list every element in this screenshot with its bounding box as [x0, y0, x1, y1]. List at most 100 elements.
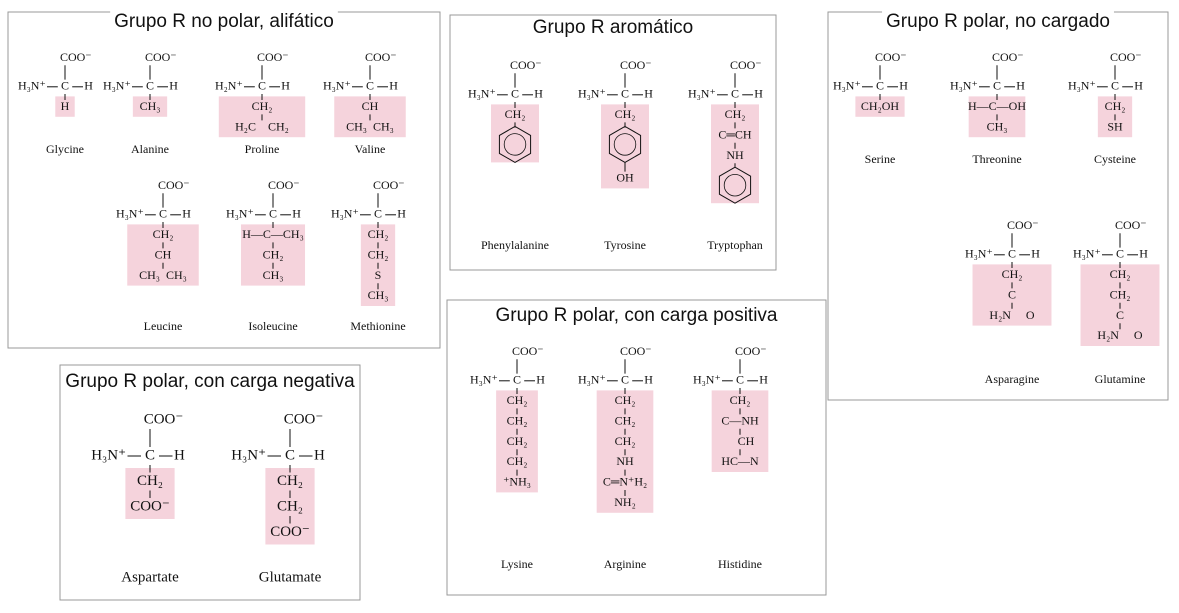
amino-acid: COO⁻ C H₃N⁺ H CH₂ CH CH₃ CH₃ Leucine	[116, 178, 199, 333]
carboxyl: COO⁻	[1115, 218, 1147, 232]
title-background	[528, 17, 698, 39]
side-chain-group: CH₃	[987, 119, 1008, 133]
amine: H₃N⁺	[470, 373, 498, 387]
title-background	[110, 11, 338, 33]
side-chain-group: CH	[362, 99, 379, 113]
amine: H₃N⁺	[323, 79, 351, 93]
amino-acid-name: Isoleucine	[248, 319, 297, 333]
amine: H₃N⁺	[226, 207, 254, 221]
side-chain-group: C	[1116, 308, 1124, 322]
amine: H₃N⁺	[578, 373, 606, 387]
side-chain-group: NH	[616, 454, 634, 468]
side-chain-group: CH₂	[507, 454, 528, 468]
carboxyl: COO⁻	[730, 58, 762, 72]
alpha-hydrogen: H	[397, 207, 406, 221]
group-title: Grupo R polar, no cargado	[886, 11, 1110, 32]
carboxyl: COO⁻	[510, 58, 542, 72]
side-chain-group: CH₂	[507, 434, 528, 448]
side-chain-group: H—C—CH₃	[242, 227, 304, 241]
carboxyl: COO⁻	[373, 178, 405, 192]
carboxyl: COO⁻	[1007, 218, 1039, 232]
alpha-hydrogen: H	[1031, 247, 1040, 261]
amine: H₃N⁺	[950, 79, 978, 93]
amine: H₃N⁺	[688, 87, 716, 101]
carboxyl: COO⁻	[992, 50, 1024, 64]
amino-acid-name: Valine	[355, 142, 386, 156]
amino-acid-name: Proline	[245, 142, 280, 156]
ring-bond	[613, 133, 637, 156]
amino-acid-name: Glutamine	[1095, 372, 1146, 386]
amine: H₂N⁺	[215, 79, 243, 93]
amine: H₃N⁺	[231, 447, 266, 463]
alpha-carbon: C	[1111, 79, 1119, 93]
side-chain-group: CH₂	[615, 393, 636, 407]
side-chain-group: CH₂	[507, 393, 528, 407]
alpha-hydrogen: H	[759, 373, 768, 387]
alpha-hydrogen: H	[314, 447, 325, 463]
alpha-hydrogen: H	[536, 373, 545, 387]
side-chain-group: CH₂	[1110, 267, 1131, 281]
amino-acid: COO⁻ C H₃N⁺ H CH₃ Alanine	[103, 50, 178, 156]
alpha-hydrogen: H	[644, 87, 653, 101]
group-title: Grupo R polar, con carga positiva	[496, 305, 778, 326]
alpha-hydrogen: H	[1134, 79, 1143, 93]
amino-acid: COO⁻ C H₃N⁺ H CH₂ OH Tyrosine	[578, 58, 653, 252]
carboxyl: COO⁻	[620, 344, 652, 358]
side-chain-group: CH₃ CH₃	[139, 268, 187, 282]
side-chain-group: CH₂	[368, 247, 389, 261]
group-title: Grupo R polar, con carga negativa	[65, 371, 355, 392]
amino-acid-name: Methionine	[350, 319, 405, 333]
side-chain-group: H—C—OH	[968, 99, 1026, 113]
side-chain-group: C	[1008, 287, 1016, 301]
side-chain-group: CH₂	[507, 413, 528, 427]
side-chain-group: CH₂	[505, 107, 526, 121]
alpha-carbon: C	[621, 87, 629, 101]
amino-acid-name: Glutamate	[259, 569, 322, 585]
side-chain-group: C—NH	[721, 413, 759, 427]
side-chain-group: CH₃	[140, 99, 161, 113]
side-chain-highlight	[55, 96, 75, 117]
alpha-hydrogen: H	[754, 87, 763, 101]
amine: H₃N⁺	[468, 87, 496, 101]
alpha-carbon: C	[366, 79, 374, 93]
amino-acid: COO⁻ C H₃N⁺ H CH₂ C—NH CH HC—N Histidine	[693, 344, 769, 571]
alpha-hydrogen: H	[169, 79, 178, 93]
side-chain-group: CH₃	[263, 268, 284, 282]
alpha-hydrogen: H	[1016, 79, 1025, 93]
alpha-hydrogen: H	[899, 79, 908, 93]
amine: H₃N⁺	[116, 207, 144, 221]
title-background	[61, 371, 360, 393]
side-chain-group: NH	[726, 148, 744, 162]
side-chain-group: CH₂	[615, 434, 636, 448]
side-chain-group: CH₂	[277, 473, 303, 489]
ring-bond	[723, 173, 747, 197]
side-chain-highlight	[240, 224, 306, 286]
side-chain-group: CH₂	[277, 498, 303, 514]
side-chain-group: CH₂	[615, 107, 636, 121]
amino-acid-name: Alanine	[131, 142, 169, 156]
carboxyl: COO⁻	[284, 411, 324, 427]
alpha-hydrogen: H	[292, 207, 301, 221]
alpha-carbon: C	[374, 207, 382, 221]
side-chain-group: CH	[155, 247, 172, 261]
alpha-hydrogen: H	[644, 373, 653, 387]
side-chain-highlight	[855, 96, 905, 117]
alpha-carbon: C	[258, 79, 266, 93]
side-chain-group: CH	[726, 434, 755, 448]
side-chain-group: H₂N O	[1097, 328, 1143, 342]
side-chain-group: S	[375, 268, 382, 282]
amino-acid: COO⁻ C H₂N⁺ H CH₂ H₂C CH₂ Proline	[215, 50, 306, 156]
side-chain-group: H	[61, 99, 70, 113]
carboxyl: COO⁻	[1110, 50, 1142, 64]
amino-acid-name: Glycine	[46, 142, 84, 156]
alpha-carbon: C	[145, 447, 155, 463]
amino-acid-name: Histidine	[718, 557, 762, 571]
side-chain-group: NH₂	[614, 495, 636, 509]
side-chain-group: HC—N	[721, 454, 759, 468]
alpha-hydrogen: H	[1139, 247, 1148, 261]
side-chain-highlight	[972, 264, 1052, 326]
side-chain-highlight	[265, 468, 315, 545]
amine: H₃N⁺	[18, 79, 46, 93]
carboxyl: COO⁻	[735, 344, 767, 358]
